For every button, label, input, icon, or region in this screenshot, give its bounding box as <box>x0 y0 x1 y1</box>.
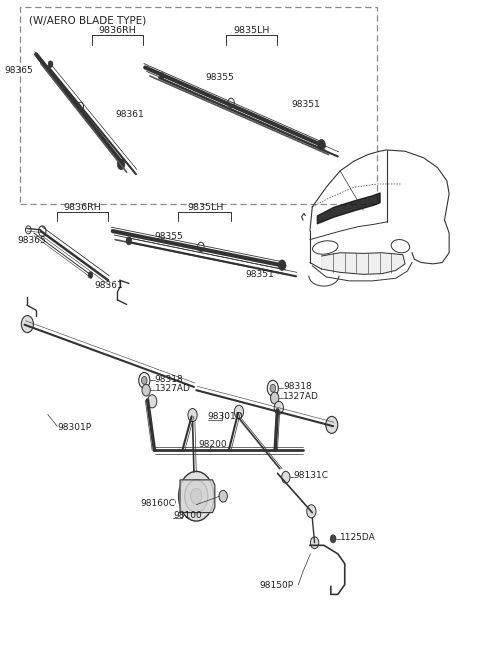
Circle shape <box>307 504 316 518</box>
Text: 98355: 98355 <box>155 232 183 241</box>
Text: 9836RH: 9836RH <box>98 26 136 35</box>
Circle shape <box>330 535 336 543</box>
Text: 98365: 98365 <box>4 66 33 75</box>
Circle shape <box>311 537 319 548</box>
Text: 98131C: 98131C <box>294 472 329 480</box>
Circle shape <box>267 380 278 396</box>
Circle shape <box>118 159 125 170</box>
Circle shape <box>274 401 284 415</box>
Text: 9835LH: 9835LH <box>187 203 224 212</box>
Circle shape <box>188 409 197 422</box>
Text: 98355: 98355 <box>205 73 234 83</box>
Circle shape <box>191 488 202 504</box>
Text: 98301D: 98301D <box>208 412 243 421</box>
Circle shape <box>282 472 290 483</box>
Circle shape <box>326 417 338 434</box>
Circle shape <box>185 480 208 512</box>
Text: 98301P: 98301P <box>57 423 91 432</box>
Text: 1327AD: 1327AD <box>155 384 191 394</box>
Text: 98318: 98318 <box>155 375 183 384</box>
Text: 1125DA: 1125DA <box>340 533 376 542</box>
Circle shape <box>271 392 279 404</box>
Text: 98160C: 98160C <box>140 499 175 508</box>
Text: 98361: 98361 <box>115 110 144 119</box>
Text: 98361: 98361 <box>94 281 123 290</box>
Circle shape <box>139 373 150 388</box>
Circle shape <box>219 490 228 502</box>
Text: 98318: 98318 <box>283 382 312 392</box>
Text: 9835LH: 9835LH <box>234 26 270 35</box>
Circle shape <box>88 272 93 278</box>
Text: 98200: 98200 <box>199 440 227 449</box>
Circle shape <box>234 405 243 419</box>
Circle shape <box>179 472 214 521</box>
Circle shape <box>38 226 46 236</box>
Text: 98351: 98351 <box>245 270 274 279</box>
Circle shape <box>270 384 276 392</box>
Circle shape <box>142 377 147 384</box>
Circle shape <box>228 98 234 108</box>
Text: 1327AD: 1327AD <box>283 392 319 401</box>
Circle shape <box>25 226 31 234</box>
Text: 9836RH: 9836RH <box>64 203 101 212</box>
Circle shape <box>21 316 34 333</box>
Circle shape <box>160 73 164 79</box>
Circle shape <box>147 395 157 408</box>
Circle shape <box>278 260 286 270</box>
Circle shape <box>48 61 53 68</box>
Text: (W/AERO BLADE TYPE): (W/AERO BLADE TYPE) <box>29 16 146 26</box>
Circle shape <box>142 384 150 396</box>
Text: 98150P: 98150P <box>260 581 294 590</box>
Polygon shape <box>180 480 215 512</box>
Polygon shape <box>322 253 405 274</box>
Text: 98100: 98100 <box>173 511 202 520</box>
Text: 98365: 98365 <box>18 236 47 245</box>
Circle shape <box>77 102 84 112</box>
Circle shape <box>318 140 325 150</box>
Text: 98351: 98351 <box>291 100 320 109</box>
Circle shape <box>198 242 204 251</box>
Circle shape <box>126 237 132 245</box>
